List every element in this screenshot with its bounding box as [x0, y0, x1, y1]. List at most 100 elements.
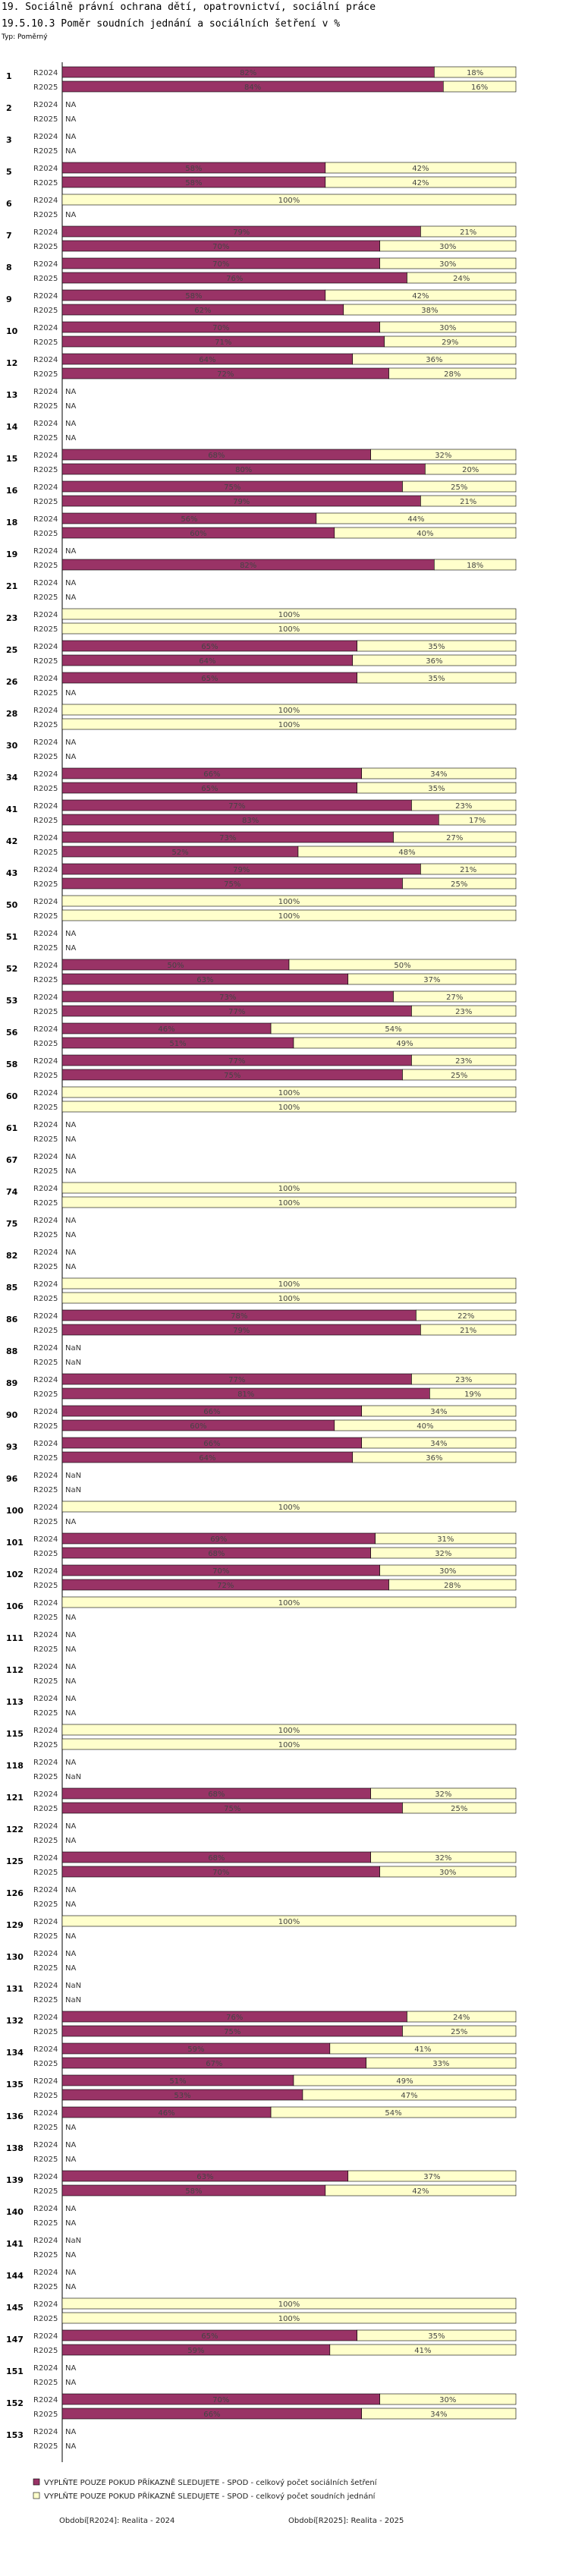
category-label: 129	[6, 1920, 24, 1930]
bar-value-label: 53%	[174, 2092, 190, 2100]
category-label: 25	[6, 645, 17, 655]
bar-court-hearings	[325, 162, 517, 174]
category-label: 90	[6, 1410, 18, 1420]
series-label: R2024	[33, 675, 58, 683]
bar-value-label: 24%	[453, 2014, 470, 2022]
bar-value-label: 32%	[435, 1790, 451, 1799]
bar-court-hearings	[325, 2184, 517, 2197]
category-label: 18	[6, 518, 17, 527]
bar-court-hearings	[370, 1851, 517, 1863]
bar-value-label: 66%	[203, 770, 220, 779]
bar-value-label: 50%	[167, 962, 184, 970]
bar-value-label: 100%	[278, 1741, 300, 1749]
series-label: R2024	[33, 1759, 58, 1767]
series-label: R2025	[33, 1645, 58, 1654]
na-label: NA	[65, 579, 76, 587]
na-label: NA	[65, 738, 76, 747]
category-label: 139	[6, 2175, 24, 2185]
bar-value-label: 71%	[215, 339, 231, 347]
series-label: R2024	[33, 228, 58, 237]
na-label: NA	[65, 1663, 76, 1671]
na-label: NA	[65, 2251, 76, 2260]
series-label: R2025	[33, 370, 58, 379]
series-label: R2025	[33, 880, 58, 889]
bar-value-label: 54%	[385, 1025, 401, 1034]
series-label: R2024	[33, 1504, 58, 1512]
category-label: 60	[6, 1091, 18, 1101]
bar-value-label: 29%	[442, 339, 458, 347]
series-label: R2024	[33, 1280, 58, 1289]
series-label: R2024	[33, 420, 58, 428]
category-label: 61	[6, 1123, 17, 1133]
series-label: R2025	[33, 689, 58, 698]
bar-value-label: 82%	[240, 562, 256, 570]
bar-court-hearings	[420, 225, 517, 238]
series-label: R2025	[33, 625, 58, 634]
bar-value-label: 73%	[219, 994, 236, 1002]
bar-court-hearings	[379, 240, 517, 252]
bar-value-label: 30%	[439, 1567, 456, 1576]
series-label: R2024	[33, 1886, 58, 1894]
bar-court-hearings	[411, 1005, 517, 1017]
category-label: 140	[6, 2207, 24, 2217]
series-label: R2024	[33, 388, 58, 396]
bar-value-label: 34%	[430, 2411, 447, 2419]
series-label: R2024	[33, 1663, 58, 1671]
bar-value-label: 77%	[228, 1057, 245, 1066]
bar-court-hearings	[61, 895, 517, 907]
bar-value-label: 75%	[224, 1805, 240, 1813]
bar-value-label: 54%	[385, 2109, 401, 2118]
series-label: R2025	[33, 562, 58, 570]
series-label: R2024	[33, 579, 58, 587]
series-label: R2024	[33, 930, 58, 938]
na-label: NA	[65, 753, 76, 761]
na-label: NA	[65, 1631, 76, 1639]
category-label: 10	[6, 326, 18, 336]
legend-swatch-court	[33, 2492, 40, 2499]
bar-value-label: 16%	[471, 83, 488, 92]
bar-court-hearings	[270, 2106, 517, 2118]
bar-court-hearings	[293, 1037, 517, 1049]
bar-court-hearings	[288, 959, 517, 971]
bar-value-label: 30%	[439, 2396, 456, 2404]
bar-value-label: 100%	[278, 1599, 300, 1608]
series-label: R2025	[33, 1964, 58, 1973]
series-label: R2025	[33, 1709, 58, 1718]
series-label: R2025	[33, 1582, 58, 1590]
category-label: 135	[6, 2080, 24, 2089]
bar-value-label: 30%	[439, 1869, 456, 1877]
bar-court-hearings	[61, 1101, 517, 1113]
na-label: NA	[65, 1950, 76, 1958]
series-label: R2025	[33, 2347, 58, 2355]
bar-value-label: 20%	[462, 466, 479, 474]
bar-value-label: 28%	[444, 1582, 461, 1590]
bar-value-label: 25%	[451, 880, 467, 889]
category-label: 115	[6, 1729, 24, 1739]
bar-court-hearings	[393, 990, 517, 1003]
na-label: NA	[65, 2141, 76, 2149]
category-label: 153	[6, 2430, 24, 2440]
series-label: R2025	[33, 2442, 58, 2451]
series-label: R2024	[33, 707, 58, 715]
series-label: R2024	[33, 483, 58, 492]
series-label: R2024	[33, 1982, 58, 1990]
category-label: 3	[6, 135, 12, 145]
series-label: R2025	[33, 1837, 58, 1845]
series-label: R2024	[33, 1950, 58, 1958]
bar-value-label: 44%	[407, 515, 424, 524]
bar-value-label: 58%	[185, 292, 202, 301]
bar-court-hearings	[411, 799, 517, 811]
bar-value-label: 79%	[233, 228, 250, 237]
series-label: R2025	[33, 466, 58, 474]
category-label: 16	[6, 486, 18, 496]
bar-value-label: 63%	[196, 2173, 213, 2181]
series-label: R2025	[33, 179, 58, 187]
series-label: R2024	[33, 1312, 58, 1321]
bar-value-label: 100%	[278, 1280, 300, 1289]
bar-court-hearings	[384, 335, 517, 348]
na-label: NaN	[65, 1472, 81, 1480]
series-label: R2025	[33, 1422, 58, 1431]
series-label: R2025	[33, 657, 58, 666]
series-label: R2025	[33, 2315, 58, 2323]
series-label: R2025	[33, 1359, 58, 1367]
